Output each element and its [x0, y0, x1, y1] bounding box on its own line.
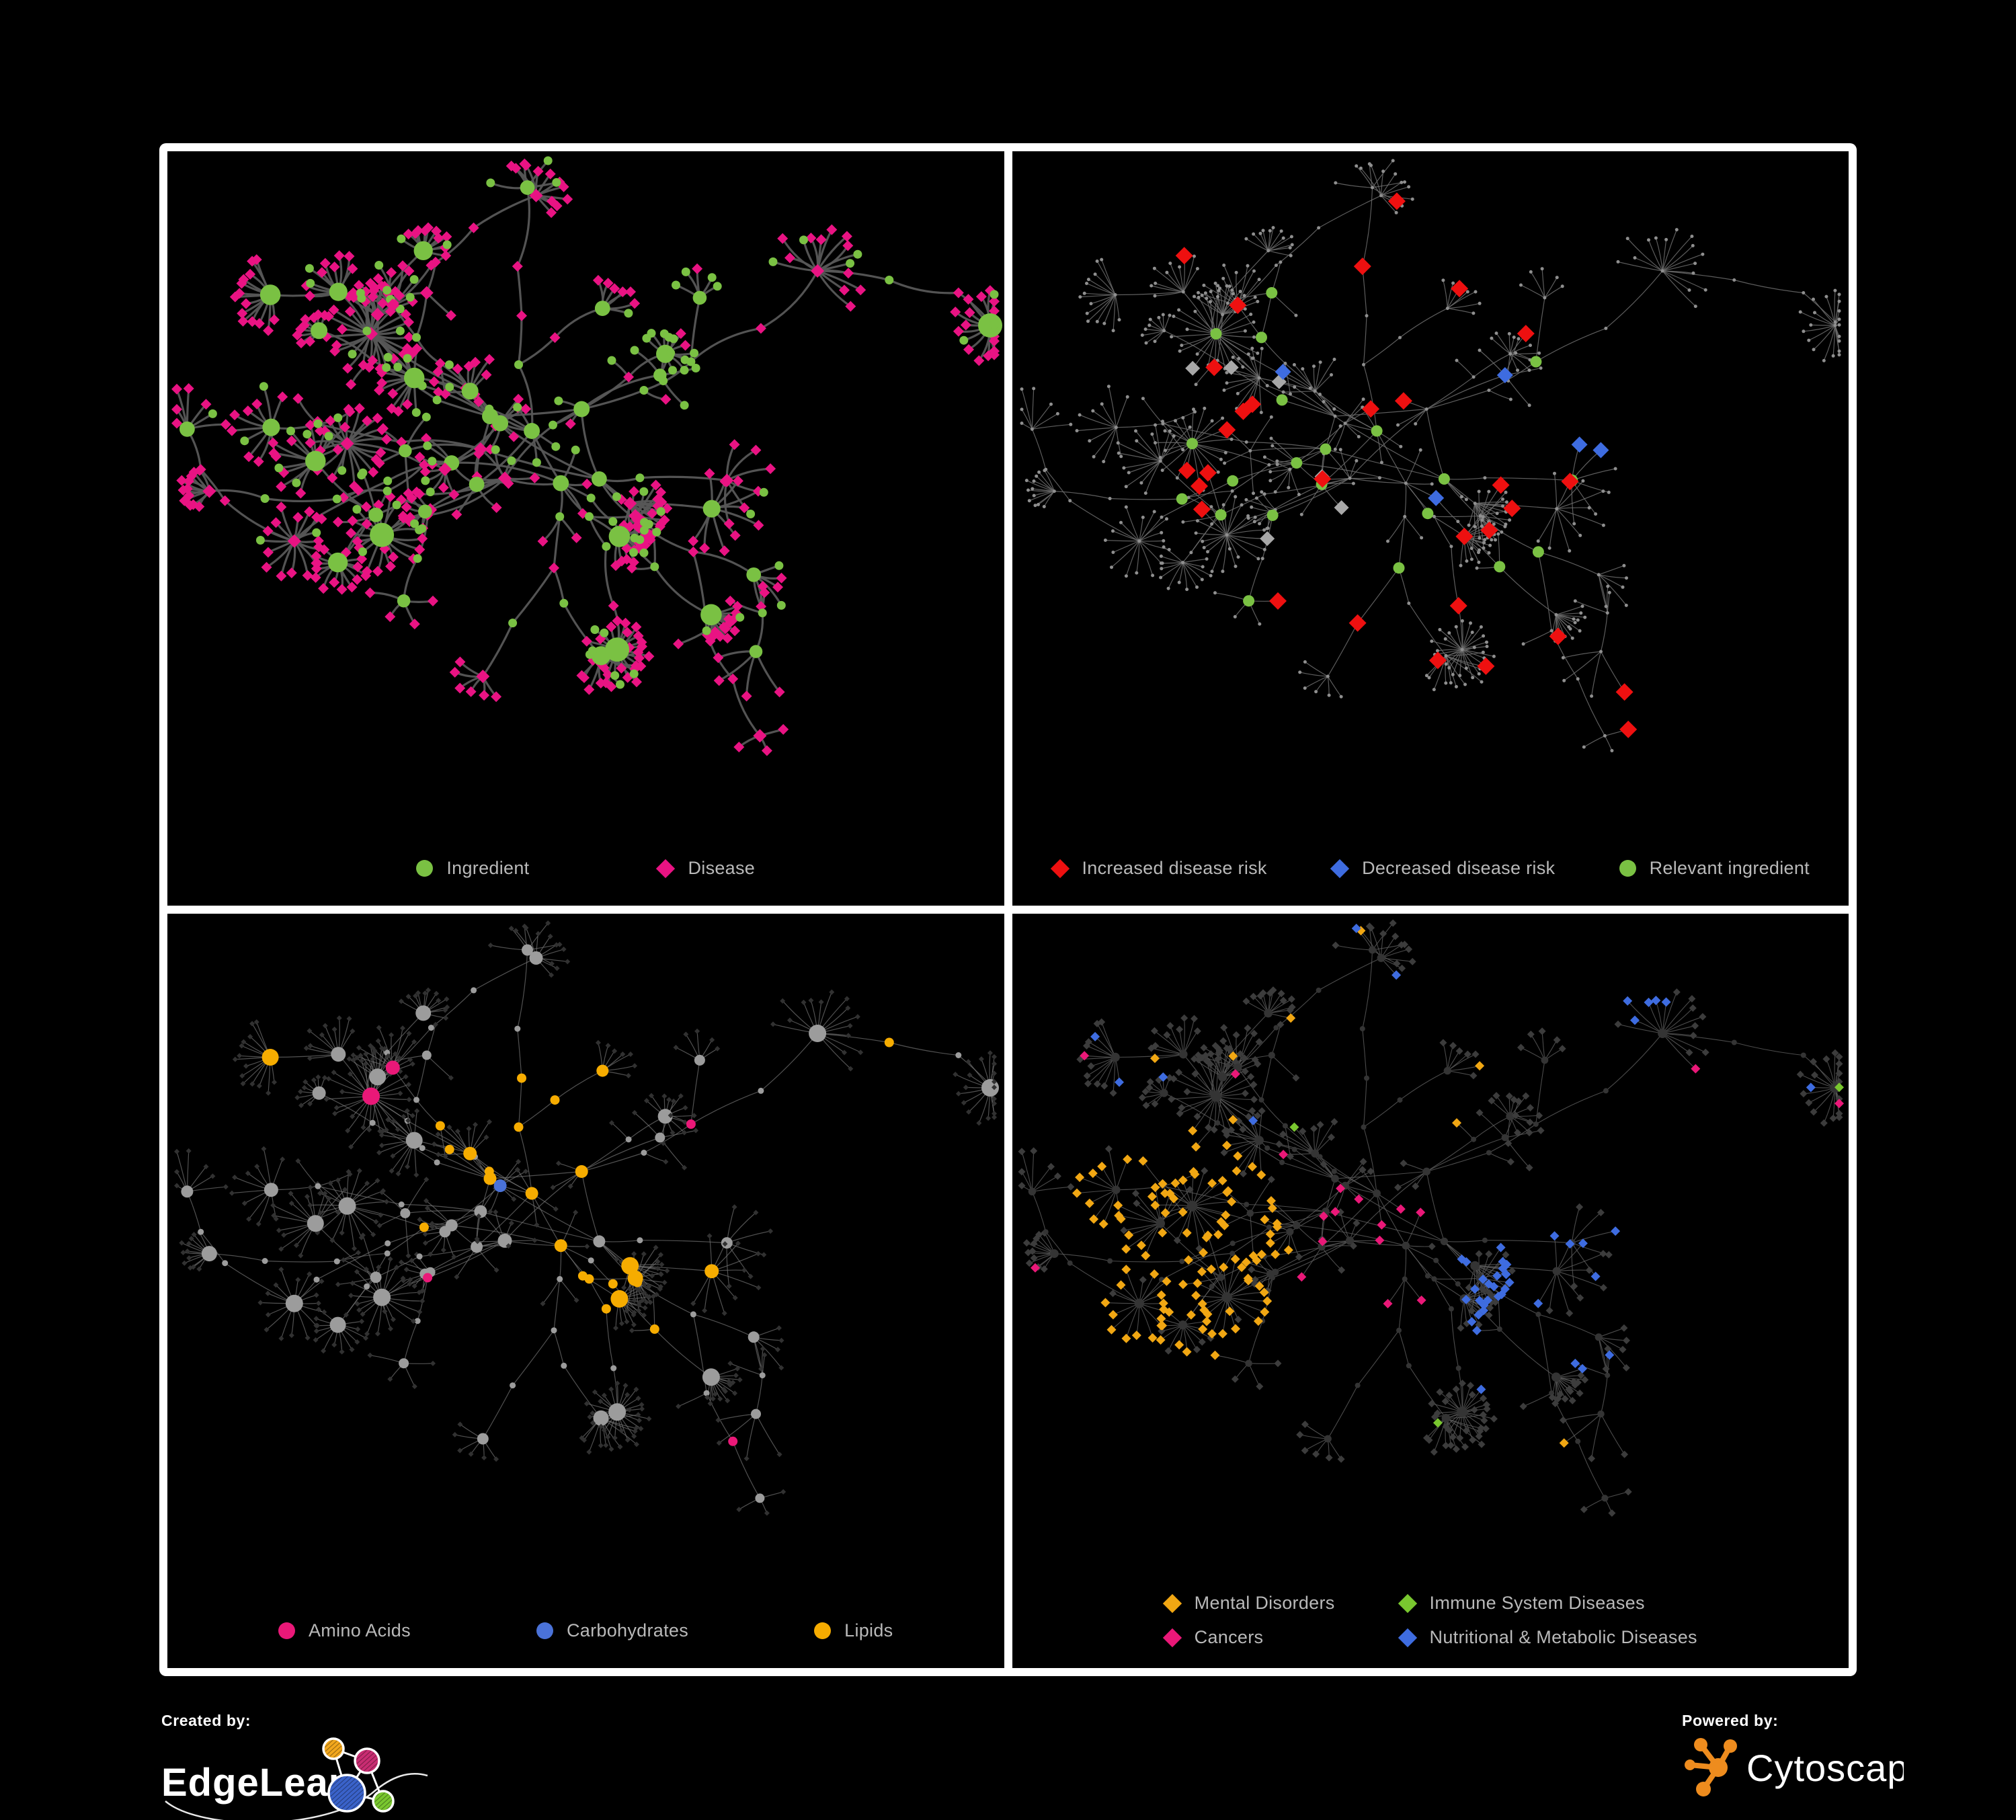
- amino-acids-swatch: [278, 1622, 295, 1639]
- network-disease-categories: [1018, 919, 1844, 1517]
- legend-disease-categories: Mental Disorders Immune System Diseases …: [1012, 1593, 1849, 1648]
- panel-grid: Ingredient Disease Increased disease ris…: [159, 143, 1857, 1676]
- legend-item-lipids: Lipids: [814, 1620, 893, 1641]
- ingredient-swatch: [416, 860, 434, 877]
- cancers-swatch: [1162, 1628, 1182, 1647]
- lipids-swatch: [814, 1622, 832, 1639]
- powered-by-block: Powered by: Cytoscape: [1682, 1712, 1904, 1803]
- legend-item-relevant-ingredient: Relevant ingredient: [1619, 858, 1810, 879]
- legend-label: Decreased disease risk: [1362, 858, 1556, 878]
- edgeleap-logo: EdgeLeap: [161, 1737, 428, 1820]
- legend-item-amino-acids: Amino Acids: [278, 1620, 411, 1641]
- legend-label: Relevant ingredient: [1649, 858, 1810, 878]
- legend-item-disease: Disease: [656, 858, 756, 879]
- created-by-block: Created by: EdgeLeap: [161, 1712, 444, 1820]
- mental-disorders-swatch: [1162, 1593, 1182, 1613]
- legend-nutrient-classes: Amino Acids Carbohydrates Lipids: [167, 1620, 1004, 1641]
- legend-item-cancers: Cancers: [1162, 1627, 1335, 1648]
- powered-by-label: Powered by:: [1682, 1712, 1779, 1729]
- edgeleap-logo-hatch: [325, 1740, 392, 1810]
- panel-disease-risk: Increased disease risk Decreased disease…: [1012, 151, 1849, 906]
- legend-item-carbohydrates: Carbohydrates: [536, 1620, 688, 1641]
- increased-risk-swatch: [1050, 859, 1070, 878]
- network-ingredient-disease: [171, 156, 1002, 756]
- legend-label: Amino Acids: [309, 1620, 411, 1640]
- cytoscape-logo-nodes: [1685, 1738, 1737, 1796]
- cytoscape-logo: Cytoscape: [1685, 1738, 1904, 1796]
- legend-item-increased-risk: Increased disease risk: [1050, 858, 1267, 879]
- legend-ingredient-disease: Ingredient Disease: [167, 858, 1004, 879]
- immune-diseases-swatch: [1398, 1593, 1417, 1613]
- network-nutrient-classes: [174, 920, 999, 1516]
- legend-label: Nutritional & Metabolic Diseases: [1429, 1627, 1697, 1647]
- nutritional-metabolic-swatch: [1398, 1628, 1417, 1647]
- legend-item-ingredient: Ingredient: [416, 858, 529, 879]
- carbohydrates-swatch: [536, 1622, 553, 1639]
- legend-label: Ingredient: [446, 858, 530, 878]
- panel-nutrient-classes: Amino Acids Carbohydrates Lipids: [167, 914, 1004, 1668]
- legend-label: Mental Disorders: [1194, 1593, 1335, 1613]
- decreased-risk-swatch: [1330, 859, 1350, 878]
- legend-label: Carbohydrates: [567, 1620, 688, 1640]
- legend-label: Disease: [688, 858, 756, 878]
- legend-label: Lipids: [844, 1620, 893, 1640]
- edgeleap-brand-text: EdgeLeap: [161, 1761, 353, 1805]
- legend-item-nutritional-metabolic: Nutritional & Metabolic Diseases: [1398, 1627, 1697, 1648]
- legend-label: Cancers: [1194, 1627, 1264, 1647]
- legend-disease-risk: Increased disease risk Decreased disease…: [1012, 858, 1849, 879]
- legend-item-mental-disorders: Mental Disorders: [1162, 1593, 1335, 1614]
- relevant-ingredient-swatch: [1619, 860, 1636, 877]
- legend-item-decreased-risk: Decreased disease risk: [1330, 858, 1556, 879]
- legend-label: Increased disease risk: [1082, 858, 1267, 878]
- cytoscape-brand-text: Cytoscape: [1746, 1747, 1904, 1789]
- network-disease-risk: [1020, 159, 1841, 752]
- disease-swatch: [656, 859, 676, 878]
- panel-ingredient-disease: Ingredient Disease: [167, 151, 1004, 906]
- created-by-label: Created by:: [161, 1712, 251, 1729]
- legend-label: Immune System Diseases: [1429, 1593, 1645, 1613]
- legend-item-immune-diseases: Immune System Diseases: [1398, 1593, 1697, 1614]
- panel-disease-categories: Mental Disorders Immune System Diseases …: [1012, 914, 1849, 1668]
